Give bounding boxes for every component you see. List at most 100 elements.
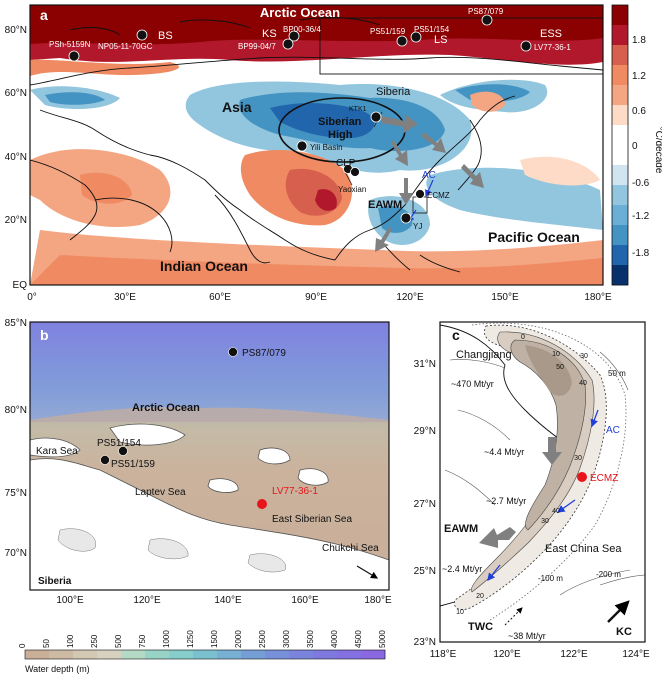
b-xtick-140: 140°E xyxy=(214,595,242,606)
panel-b-label: b xyxy=(40,327,49,343)
site-np05-dot xyxy=(136,29,148,41)
b-site-ps87-dot xyxy=(228,347,238,357)
depth-colorbar-cell xyxy=(169,650,194,659)
label-ks: KS xyxy=(262,28,277,40)
site-ktk1-dot xyxy=(370,111,382,123)
c-contour-30b: 30 xyxy=(574,455,582,462)
depth-tick-label: 1250 xyxy=(186,630,195,648)
cbar-unit: °C/decade xyxy=(653,127,662,174)
b-label-ess: East Siberian Sea xyxy=(272,514,352,525)
label-pacific-ocean: Pacific Ocean xyxy=(488,229,580,245)
colorbar-cell xyxy=(612,165,628,186)
c-label-iso200m: -200 m xyxy=(596,570,621,579)
depth-colorbar-cell xyxy=(217,650,242,659)
a-ytick-20: 20°N xyxy=(5,215,27,226)
site-bp99-dot xyxy=(282,38,294,50)
b-xtick-100: 100°E xyxy=(56,595,84,606)
c-label-twc: TWC xyxy=(468,621,493,633)
label-ecmz: ECMZ xyxy=(427,191,450,200)
colorbar-cell xyxy=(612,25,628,46)
b-label-arctic: Arctic Ocean xyxy=(132,402,200,414)
a-xtick-0: 0° xyxy=(27,292,37,303)
panel-a-map: a Arctic Ocean BS KS LS ESS PSh-5159N NP… xyxy=(5,4,612,303)
c-xtick-120: 120°E xyxy=(493,649,521,660)
depth-colorbar-cell xyxy=(25,650,50,659)
depth-tick-label: 2000 xyxy=(234,630,243,648)
label-bp99: BP99-04/7 xyxy=(238,42,276,51)
colorbar-cell xyxy=(612,145,628,166)
label-np05: NP05-11-70GC xyxy=(98,42,153,51)
b-ytick-85: 85°N xyxy=(5,318,27,329)
panel-c-map: c Changjiang ~470 Mt/yr 50 m AC ~4.4 Mt/… xyxy=(414,321,650,660)
b-label-kara: Kara Sea xyxy=(36,446,78,457)
c-contour-0: 0 xyxy=(521,334,525,341)
depth-colorbar-cell xyxy=(193,650,218,659)
depth-tick-label: 50 xyxy=(42,639,51,648)
label-ktk1: KTK1 xyxy=(349,106,367,113)
c-label-eawm: EAWM xyxy=(444,523,478,535)
cbar-tick-7: -1.8 xyxy=(632,248,650,259)
colorbar-cell xyxy=(612,225,628,246)
cbar-tick-3: 0.6 xyxy=(632,106,646,117)
b-site-lv77-dot xyxy=(257,499,267,509)
depth-tick-label: 0 xyxy=(18,643,27,648)
b-site-ps51-159-dot xyxy=(100,455,110,465)
b-ytick-75: 75°N xyxy=(5,488,27,499)
a-xtick-30: 30°E xyxy=(114,292,136,303)
colorbar-cell xyxy=(612,125,628,146)
a-xtick-90: 90°E xyxy=(305,292,327,303)
label-bp00: BP00-36/4 xyxy=(283,25,321,34)
cbar-tick-4: 0 xyxy=(632,141,638,152)
c-label-flux3: ~2.7 Mt/yr xyxy=(486,496,526,506)
colorbar: 1.8 1.2 0.6 0 -0.6 -1.2 -1.8 °C/decade xyxy=(611,4,662,286)
label-eawm: EAWM xyxy=(368,199,402,211)
label-ess: ESS xyxy=(540,28,562,40)
depth-tick-label: 500 xyxy=(114,634,123,648)
a-ytick-80: 80°N xyxy=(5,25,27,36)
colorbar-cell xyxy=(612,45,628,66)
colorbar-cell xyxy=(612,205,628,226)
depth-colorbar-cell xyxy=(361,650,386,659)
label-yj: YJ xyxy=(413,222,422,231)
c-label-ac: AC xyxy=(606,425,620,436)
depth-tick-label: 750 xyxy=(138,634,147,648)
label-ls: LS xyxy=(434,34,447,46)
cbar-tick-6: -1.2 xyxy=(632,211,650,222)
b-xtick-160: 160°E xyxy=(291,595,319,606)
cbar-tick-1: 1.8 xyxy=(632,35,646,46)
a-xtick-150: 150°E xyxy=(491,292,519,303)
label-ac: AC xyxy=(422,170,436,181)
colorbar-cell xyxy=(612,245,628,266)
b-xtick-180: 180°E xyxy=(364,595,392,606)
label-ps51-159: PS51/159 xyxy=(370,27,406,36)
depth-colorbar-cell xyxy=(121,650,146,659)
site-bp00-dot xyxy=(288,30,300,42)
depth-tick-label: 4000 xyxy=(330,630,339,648)
c-contour-40b: 40 xyxy=(552,508,560,515)
c-label-flux4: ~2.4 Mt/yr xyxy=(442,564,482,574)
c-label-flux5: ~38 Mt/yr xyxy=(508,631,546,641)
c-contour-40a: 40 xyxy=(579,380,587,387)
b-ytick-80: 80°N xyxy=(5,405,27,416)
c-ytick-25: 25°N xyxy=(414,566,436,577)
c-contour-10: 10 xyxy=(552,351,560,358)
depth-tick-label: 3000 xyxy=(282,630,291,648)
site-yili-dot xyxy=(296,140,308,152)
a-xtick-180: 180°E xyxy=(584,292,612,303)
a-xtick-60: 60°E xyxy=(209,292,231,303)
c-label-changjiang: Changjiang xyxy=(456,349,512,361)
colorbar-cell xyxy=(612,105,628,126)
b-site-ps51-154-dot xyxy=(118,446,128,456)
c-ytick-27: 27°N xyxy=(414,499,436,510)
site-lv77-dot xyxy=(520,40,532,52)
c-site-ecmz-dot xyxy=(577,472,587,482)
c-xtick-122: 122°E xyxy=(560,649,588,660)
c-contour-50: 50 xyxy=(556,364,564,371)
panel-b-map: b PS87/079 Arctic Ocean PS51/154 Kara Se… xyxy=(5,318,392,606)
c-xtick-118: 118°E xyxy=(430,649,457,660)
c-label-iso50m: 50 m xyxy=(608,369,626,378)
depth-colorbar-cell xyxy=(289,650,314,659)
depth-colorbar-cell xyxy=(49,650,74,659)
label-indian-ocean: Indian Ocean xyxy=(160,258,248,274)
